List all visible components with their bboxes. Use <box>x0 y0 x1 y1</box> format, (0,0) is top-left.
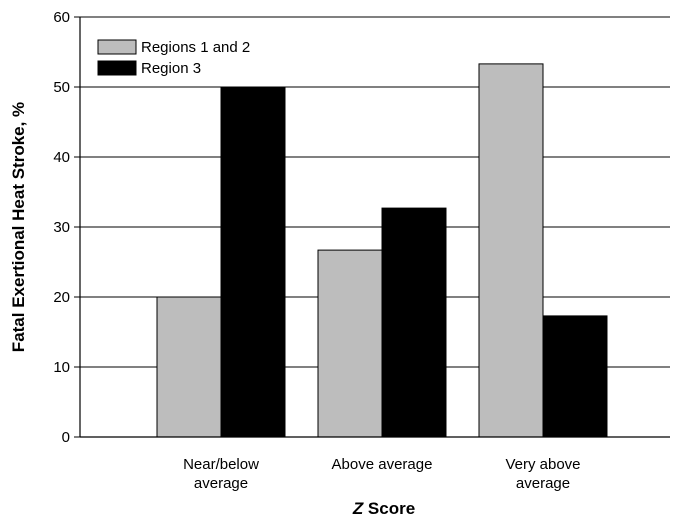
y-tick-label: 40 <box>53 149 70 166</box>
bar-series-2-cat-1 <box>220 86 286 438</box>
bar-series-2-cat-2 <box>381 207 447 438</box>
y-tick-label: 60 <box>53 9 70 26</box>
y-tick-label: 30 <box>53 219 70 236</box>
legend-swatch-1 <box>97 39 137 55</box>
x-category-labels: Near/below average Above average Very above… <box>183 456 580 492</box>
legend-label-1: Regions 1 and 2 <box>141 39 250 56</box>
y-tick-label: 0 <box>62 429 70 446</box>
x-category-label-line: average <box>194 475 248 492</box>
x-category-label: Very above average <box>505 456 580 492</box>
y-tick-label: 20 <box>53 289 70 306</box>
legend: Regions 1 and 2 Region 3 <box>97 39 250 77</box>
x-category-label: Near/below average <box>183 456 259 492</box>
x-category-label-line: Near/below <box>183 456 259 473</box>
bars <box>156 63 608 438</box>
legend-label-2: Region 3 <box>141 60 201 77</box>
bar-series-2-cat-3 <box>542 315 608 438</box>
bar-series-1-cat-1 <box>156 296 222 438</box>
axes <box>74 16 670 438</box>
x-category-label: Above average <box>332 456 433 473</box>
y-tick-label: 10 <box>53 359 70 376</box>
x-axis-title: Z Score <box>352 499 415 518</box>
x-category-label-line: average <box>516 475 570 492</box>
x-category-label-line: Above average <box>332 456 433 473</box>
x-axis-title-italic: Z <box>352 499 364 518</box>
x-axis-title-rest: Score <box>363 499 415 518</box>
x-category-label-line: Very above <box>505 456 580 473</box>
y-axis-title: Fatal Exertional Heat Stroke, % <box>9 102 28 352</box>
y-tick-label: 50 <box>53 79 70 96</box>
legend-swatch-2 <box>97 60 137 76</box>
bar-series-1-cat-2 <box>317 249 383 438</box>
bar-series-1-cat-3 <box>478 63 544 438</box>
y-tick-labels: 0 10 20 30 40 50 60 <box>53 9 70 446</box>
